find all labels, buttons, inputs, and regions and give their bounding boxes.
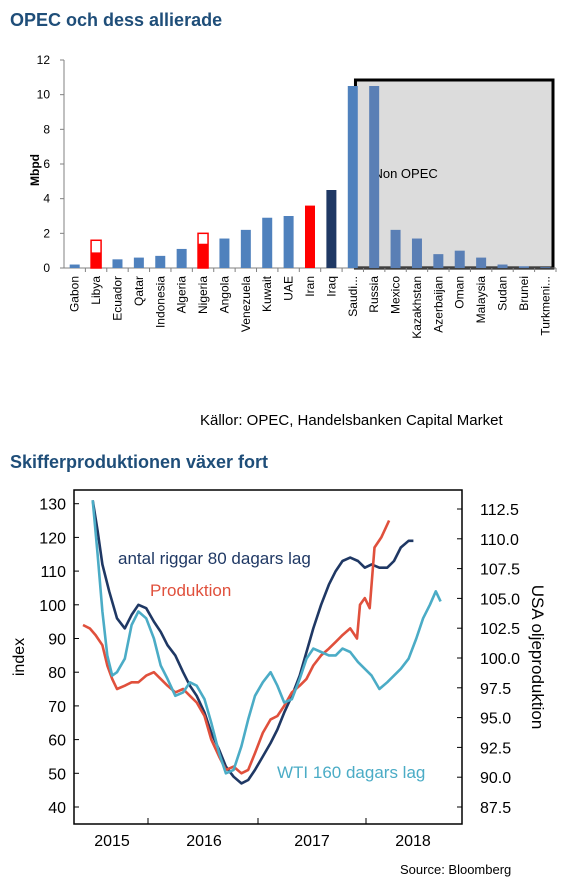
y-left-tick-label: 70 (48, 699, 66, 716)
x-tick-label: Brunei (517, 276, 531, 311)
bar (305, 205, 315, 268)
y-left-tick-label: 90 (48, 632, 66, 649)
bar (155, 255, 166, 268)
bar (390, 229, 401, 268)
y-left-tick-label: 40 (48, 800, 66, 817)
x-tick-label: Azerbaijan (431, 276, 445, 333)
x-tick-label: Algeria (175, 276, 189, 314)
wti-line (91, 500, 442, 775)
y-tick-label: 12 (37, 53, 51, 67)
riggar-line (91, 500, 414, 785)
bar-layer: Non OPEC 0 2 4 6 8 10 12 Mbpd Gabon Libya Ecuador Qa… (28, 53, 557, 339)
bar (240, 229, 251, 268)
x-tick-label: Qatar (132, 276, 146, 306)
y-left-tick-label: 50 (48, 766, 66, 783)
bar (411, 238, 422, 268)
y-right-tick-label: 97.5 (480, 681, 511, 698)
series-label: WTI 160 dagars lag (277, 763, 425, 782)
bar (219, 238, 230, 268)
non-opec-label: Non OPEC (373, 166, 437, 181)
line-layer: 40 50 60 70 80 90 100 110 120 130 87.5 90.0 92.5 95.0… (11, 489, 547, 850)
y-right-tick-label: 100.0 (480, 651, 520, 668)
x-tick-label: 2018 (395, 833, 431, 850)
y-right-label: USA oljeproduktion (528, 585, 547, 730)
x-tick-label: Libya (89, 276, 103, 305)
source-text-top: Källor: OPEC, Handelsbanken Capital Mark… (200, 412, 503, 429)
y-left-tick-label: 130 (39, 497, 66, 514)
x-tick-label: Russia (367, 276, 381, 313)
x-tick-label: Venezuela (239, 276, 253, 332)
y-tick-label: 8 (43, 122, 50, 136)
x-tick-label: Kuwait (260, 275, 274, 312)
x-tick-label: Mexico (389, 276, 403, 314)
y-right-tick-label: 102.5 (480, 621, 520, 638)
non-opec-box (353, 78, 555, 270)
bar (133, 257, 144, 268)
bar (476, 257, 487, 268)
x-tick-label: UAE (282, 276, 296, 301)
y-tick-label: 4 (43, 192, 50, 206)
x-tick-label: 2017 (294, 833, 330, 850)
y-left-tick-label: 100 (39, 598, 66, 615)
bar (262, 217, 273, 268)
bar (454, 250, 465, 268)
chart-title-top: OPEC och dess allierade (10, 10, 223, 30)
series-label: Produktion (150, 581, 231, 600)
y-left-tick-label: 110 (40, 564, 66, 581)
plot-frame (73, 489, 463, 825)
x-tick-label: Gabon (68, 276, 82, 312)
y-right-tick-label: 105.0 (480, 591, 520, 608)
y-left-label: index (11, 638, 28, 676)
x-tick-label: 2015 (94, 833, 130, 850)
x-tick-label: Nigeria (196, 276, 210, 314)
bar (347, 86, 358, 268)
y-left-tick-label: 120 (39, 530, 66, 547)
bar (518, 266, 529, 268)
x-tick-label: Indonesia (153, 276, 167, 328)
bar (326, 190, 337, 268)
bar-filled (198, 243, 209, 268)
series-label: antal riggar 80 dagars lag (118, 549, 311, 568)
bar (283, 216, 294, 268)
y-left-tick-label: 80 (48, 665, 66, 682)
bar-filled (91, 252, 102, 268)
x-tick-label: Turkmeni... (538, 276, 552, 336)
y-right-tick-label: 110.0 (480, 532, 519, 549)
y-right-tick-label: 112.5 (480, 502, 519, 519)
y-right-tick-label: 95.0 (480, 711, 511, 728)
y-tick-label: 10 (37, 88, 51, 102)
bar (497, 264, 508, 268)
source-text-bottom: Source: Bloomberg (400, 862, 512, 877)
y-right-tick-label: 87.5 (480, 800, 511, 817)
bar (176, 248, 187, 268)
y-tick-label: 0 (43, 261, 50, 275)
x-tick-label: Saudi... (346, 276, 360, 317)
y-right-tick-label: 107.5 (480, 562, 520, 579)
x-tick-label: Kazakhstan (410, 276, 424, 339)
bar (369, 86, 380, 268)
x-tick-label: Iran (303, 276, 317, 297)
y-right-tick-label: 90.0 (480, 770, 511, 787)
x-tick-label: Oman (453, 276, 467, 309)
bar (112, 259, 123, 268)
x-tick-label: Angola (217, 276, 231, 314)
bar (69, 264, 80, 268)
y-right-tick-label: 92.5 (480, 740, 511, 757)
chart-title-bottom: Skifferproduktionen växer fort (10, 452, 269, 472)
x-tick-label: 2016 (186, 833, 222, 850)
bar (433, 254, 444, 268)
bar-chart: Non OPEC 0 2 4 6 8 10 12 Mbpd Gabon Libya Ecuador Qa… (28, 53, 557, 339)
y-left-tick-label: 60 (48, 733, 66, 750)
x-tick-label: Iraq (324, 276, 338, 297)
x-tick-label: Sudan (496, 276, 510, 311)
x-tick-label: Malaysia (474, 276, 488, 324)
y-axis-label: Mbpd (28, 154, 42, 186)
produktion-line (82, 519, 391, 775)
bar (540, 267, 551, 268)
x-tick-label: Ecuador (110, 276, 124, 321)
y-tick-label: 2 (43, 226, 50, 240)
y-tick-label: 6 (43, 157, 50, 171)
